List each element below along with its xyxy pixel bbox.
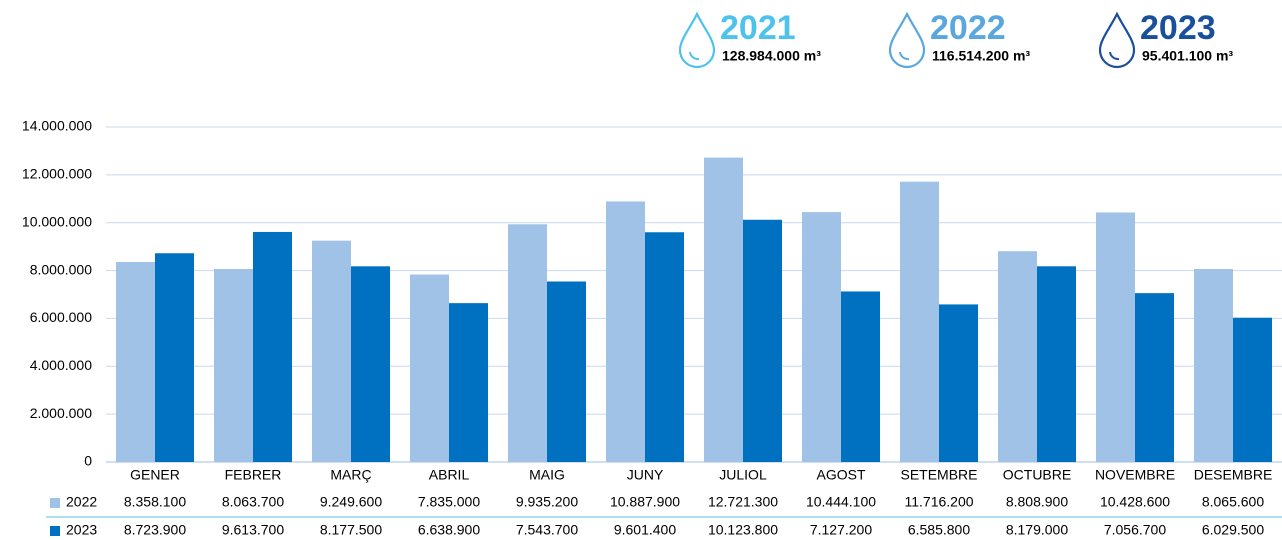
table-value: 8.808.900 [1006, 494, 1068, 510]
bar [998, 251, 1037, 462]
total-year: 2022 [930, 9, 1006, 47]
bar [351, 266, 390, 462]
table-value: 9.935.200 [516, 494, 578, 510]
y-tick-label: 2.000.000 [30, 405, 92, 421]
total-year: 2021 [720, 9, 796, 47]
bar [1037, 266, 1076, 462]
drop-shine [689, 51, 700, 61]
table-value: 8.177.500 [320, 522, 382, 538]
legend-swatch [50, 498, 60, 508]
drop-icon [888, 11, 926, 69]
table-value: 7.835.000 [418, 494, 480, 510]
y-tick-label: 0 [84, 453, 92, 469]
bar [841, 291, 880, 462]
bar [547, 281, 586, 462]
bar [1096, 212, 1135, 462]
table-value: 9.601.400 [614, 522, 676, 538]
drop-icon [1098, 11, 1136, 69]
drop-shine [899, 51, 910, 61]
bar [253, 231, 292, 462]
table-value: 6.585.800 [908, 522, 970, 538]
y-tick-label: 14.000.000 [22, 118, 92, 134]
total-amount: 95.401.100 m³ [1142, 48, 1233, 64]
table-value: 10.123.800 [708, 522, 778, 538]
bar [312, 240, 351, 462]
bar [802, 212, 841, 462]
table-value: 6.029.500 [1202, 522, 1264, 538]
legend-label: 2022 [66, 494, 97, 510]
x-tick-label: AGOST [816, 467, 865, 483]
total-amount: 116.514.200 m³ [932, 48, 1030, 64]
bar [939, 304, 978, 462]
x-tick-label: SETEMBRE [900, 467, 977, 483]
table-value: 12.721.300 [708, 494, 778, 510]
total-amount: 128.984.000 m³ [722, 48, 821, 64]
bar [155, 253, 194, 462]
y-tick-label: 8.000.000 [30, 261, 92, 277]
table-value: 9.613.700 [222, 522, 284, 538]
bar [410, 274, 449, 462]
table-value: 7.543.700 [516, 522, 578, 538]
x-tick-label: FEBRER [225, 467, 282, 483]
total-year: 2023 [1140, 9, 1216, 47]
y-tick-label: 12.000.000 [22, 166, 92, 182]
bar [214, 269, 253, 462]
bar [743, 219, 782, 462]
table-value: 11.716.200 [904, 494, 973, 510]
table-value: 7.056.700 [1104, 522, 1166, 538]
bar [1135, 293, 1174, 462]
legend-swatch [50, 526, 60, 536]
table-value: 7.127.200 [810, 522, 872, 538]
bar [1194, 269, 1233, 462]
drop-shine [1109, 51, 1120, 61]
bar [1233, 317, 1272, 462]
table-value: 8.723.900 [124, 522, 186, 538]
x-tick-label: OCTUBRE [1003, 467, 1071, 483]
table-value: 9.249.600 [320, 494, 382, 510]
x-tick-label: MARÇ [330, 467, 371, 483]
table-value: 8.063.700 [222, 494, 284, 510]
bar [116, 262, 155, 462]
y-tick-label: 6.000.000 [30, 309, 92, 325]
x-tick-label: MAIG [529, 467, 565, 483]
legend-label: 2023 [66, 522, 97, 538]
bar [606, 201, 645, 462]
table-value: 10.444.100 [806, 494, 876, 510]
x-tick-label: NOVEMBRE [1095, 467, 1175, 483]
table-value: 10.887.900 [610, 494, 680, 510]
table-value: 8.179.000 [1006, 522, 1068, 538]
x-tick-label: JULIOL [719, 467, 767, 483]
bar [645, 232, 684, 462]
table-value: 10.428.600 [1100, 494, 1170, 510]
table-value: 8.358.100 [124, 494, 186, 510]
y-tick-label: 4.000.000 [30, 357, 92, 373]
bar [508, 224, 547, 462]
drop-icon [678, 11, 716, 69]
bar [900, 181, 939, 462]
x-tick-label: GENER [130, 467, 180, 483]
table-value: 8.065.600 [1202, 494, 1264, 510]
table-value: 6.638.900 [418, 522, 480, 538]
y-tick-label: 10.000.000 [22, 213, 92, 229]
x-tick-label: ABRIL [429, 467, 470, 483]
bar [704, 157, 743, 462]
bar [449, 303, 488, 462]
x-tick-label: JUNY [627, 467, 664, 483]
x-tick-label: DESEMBRE [1194, 467, 1273, 483]
